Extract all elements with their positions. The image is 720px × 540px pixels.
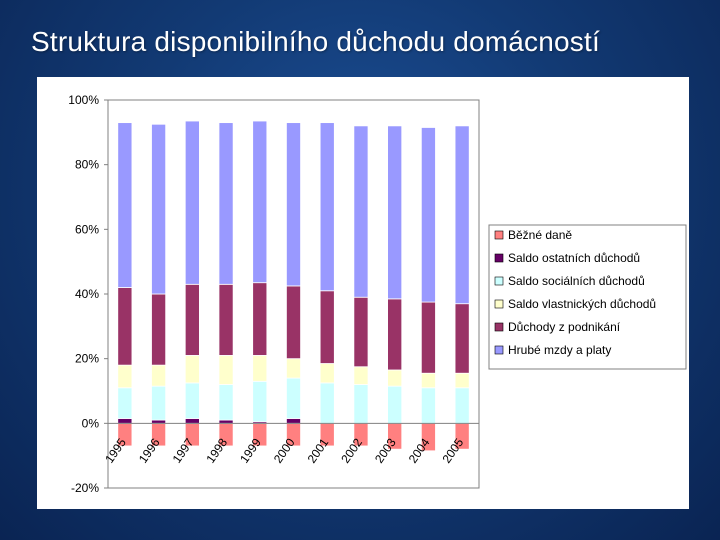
bar-segment [252, 282, 268, 356]
legend-swatch [494, 230, 504, 240]
legend-label: Saldo sociálních důchodů [508, 274, 645, 288]
bar-segment [184, 418, 200, 424]
legend-label: Hrubé mzdy a platy [508, 343, 611, 357]
bar-segment [151, 123, 167, 295]
bar-segment [218, 355, 234, 385]
legend-swatch [494, 322, 504, 332]
bar-segment [286, 285, 301, 360]
bar-segment [117, 387, 133, 419]
bar-segment [184, 120, 200, 285]
bar-segment [353, 384, 369, 424]
y-tick-label: 40% [75, 287, 99, 301]
bar-segment [184, 283, 200, 356]
bar-segment [387, 369, 403, 387]
bar-segment [319, 290, 335, 364]
legend-swatch [494, 276, 504, 286]
bar-segment [252, 355, 268, 382]
bar-segment [151, 293, 167, 366]
bar-segment [117, 364, 133, 389]
bar-segment [218, 122, 234, 285]
bar-segment [286, 358, 301, 379]
legend-swatch [494, 299, 504, 309]
bar-segment [454, 303, 470, 374]
chart-panel: -20% 0% 20% 40% 60% 80% 100% 1995 1996 1997 1998 19… [37, 77, 689, 509]
bar-segment [151, 385, 167, 421]
legend-label: Saldo ostatních důchodů [508, 251, 640, 265]
bar-segment [252, 120, 268, 284]
legend-label: Důchody z podnikání [508, 320, 621, 334]
bar-segment [420, 127, 436, 303]
y-tick-label: 80% [75, 158, 99, 172]
stacked-bar-chart: -20%0%20%40%60%80%100%1995 1996 1997 1998 19… [68, 93, 687, 495]
bar-segment [117, 122, 133, 288]
legend-label: Saldo vlastnických důchodů [508, 297, 656, 311]
y-tick-label: 100% [68, 93, 99, 107]
bar-segment [420, 372, 436, 389]
bar-segment [387, 298, 403, 371]
bar-segment [454, 372, 470, 389]
bar-segment [218, 283, 234, 356]
bar-segment [319, 122, 335, 292]
slide-title: Struktura disponibilního důchodu domácno… [31, 26, 600, 57]
bar-segment [286, 122, 301, 287]
legend-box [488, 224, 687, 370]
y-tick-label: 0% [82, 416, 100, 430]
bar-segment [454, 125, 470, 305]
bar-segment [387, 385, 403, 424]
bar-segment [117, 287, 133, 366]
y-tick-label: 20% [75, 352, 99, 366]
y-tick-label: -20% [71, 481, 99, 495]
bar-segment [218, 384, 234, 421]
legend-swatch [494, 345, 504, 355]
bar-segment [151, 364, 167, 387]
bar-segment [454, 387, 470, 424]
bar-segment [353, 125, 369, 298]
bar-segment [420, 301, 436, 374]
y-tick-label: 60% [75, 222, 99, 236]
bar-segment [286, 377, 301, 419]
bar-segment [319, 382, 335, 424]
bar-segment [184, 355, 200, 384]
bar-segment [353, 366, 369, 385]
bar-segment [252, 380, 268, 423]
legend-swatch [494, 253, 504, 263]
bar-segment [184, 382, 200, 419]
legend-label: Běžné daně [508, 228, 572, 242]
bar-segment [420, 387, 436, 424]
bar-segment [387, 125, 403, 300]
bar-segment [117, 418, 133, 424]
bar-segment [319, 363, 335, 384]
bar-segment [353, 296, 369, 368]
bar-segment [286, 418, 301, 424]
